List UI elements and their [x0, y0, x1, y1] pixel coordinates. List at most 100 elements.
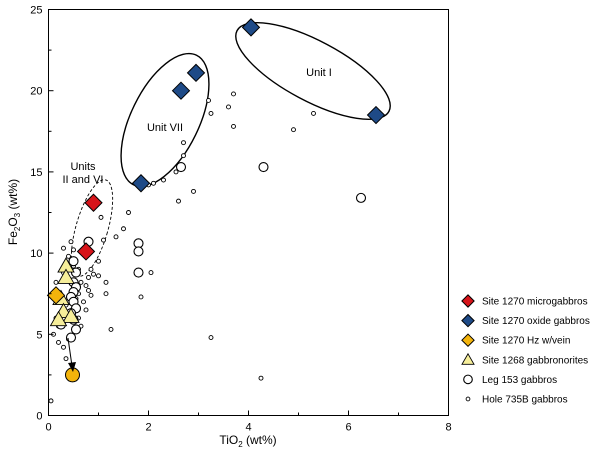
hole735b-point-25 — [91, 271, 96, 277]
leg153-point-7 — [68, 256, 79, 267]
y-tick-label-5: 25 — [30, 5, 42, 17]
y-tick-label-0: 0 — [36, 411, 42, 423]
legend-label-leg153: Leg 153 gabbros — [482, 375, 557, 386]
data-marks — [46, 18, 386, 404]
leg153-point-3 — [133, 267, 144, 278]
legend-item-microgabbro: Site 1270 microgabbros — [461, 294, 588, 308]
hz-vein-arrow — [67, 337, 76, 372]
hole735b-point-23 — [103, 291, 109, 297]
x-tick-label-2: 4 — [245, 422, 251, 434]
x-tick-label-1: 2 — [145, 422, 151, 434]
y-axis-title: Fe2O3 (wt%) — [6, 179, 22, 245]
hole735b-point-26 — [86, 275, 91, 280]
unit-vii-ellipse — [120, 52, 210, 188]
hole735b-point-4 — [231, 123, 236, 129]
y-tick-label-3: 15 — [30, 167, 42, 179]
legend-item-leg153: Leg 153 gabbros — [463, 374, 557, 386]
y-tick-label-2: 10 — [30, 248, 42, 260]
hole735b-point-20 — [96, 258, 101, 264]
series-microgabbro — [76, 193, 103, 261]
legend-item-oxide: Site 1270 oxide gabbros — [461, 313, 590, 328]
hole735b-point-27 — [83, 283, 89, 289]
hole735b-point-50 — [63, 356, 69, 362]
legend-label-gabbronorite: Site 1268 gabbronorites — [482, 355, 588, 366]
leg153-point-5 — [258, 161, 269, 173]
hole735b-point-1 — [208, 110, 214, 116]
annotation-ii-and-vi: II and VI — [63, 174, 104, 186]
hole735b-point-24 — [96, 273, 101, 279]
x-tick-label-3: 6 — [345, 422, 351, 434]
hole735b-point-29 — [78, 279, 84, 285]
oxide-point-2 — [186, 63, 206, 83]
legend-label-hole735b: Hole 735B gabbros — [482, 395, 568, 406]
x-axis-ticks: 0 2 4 6 8 — [45, 410, 452, 434]
hole735b-point-54 — [108, 326, 114, 332]
hole735b-point-6 — [311, 110, 316, 116]
hole735b-point-22 — [103, 279, 109, 285]
hole735b-point-32 — [81, 299, 86, 305]
hole735b-point-5 — [291, 127, 296, 133]
hzvein-point-0 — [46, 286, 66, 305]
hole735b-point-16 — [121, 226, 126, 232]
hole735b-point-36 — [61, 245, 66, 251]
hole735b-point-15 — [126, 210, 131, 215]
hole735b-point-55 — [208, 335, 214, 340]
hole735b-point-12 — [176, 198, 181, 204]
gabbronorite-point-5 — [49, 310, 68, 327]
x-tick-label-0: 0 — [45, 422, 51, 434]
hole735b-point-2 — [231, 91, 236, 97]
leg153-point-2 — [133, 246, 144, 257]
legend-item-hole735b: Hole 735B gabbros — [465, 395, 568, 406]
leg153-point-19 — [65, 332, 77, 343]
microgabbro-point-0 — [84, 193, 103, 212]
gabbronorite-point-4 — [62, 307, 80, 323]
legend-item-hzvein: Site 1270 Hz w/vein — [461, 333, 570, 348]
unit-ellipses — [70, 22, 391, 277]
leg153-point-6 — [355, 192, 367, 203]
microgabbro-point-1 — [76, 242, 96, 261]
legend-label-oxide: Site 1270 oxide gabbros — [482, 316, 590, 327]
hole735b-point-18 — [98, 214, 104, 220]
leg153-point-8 — [70, 267, 82, 278]
hole735b-point-53 — [148, 270, 154, 276]
hole735b-point-57 — [83, 307, 89, 313]
oxide-point-3 — [171, 81, 191, 100]
hole735b-point-9 — [173, 169, 179, 175]
annotation-unit-vii: Unit VII — [147, 122, 183, 134]
hole735b-point-51 — [48, 398, 54, 404]
annotation-unit-i: Unit I — [306, 67, 332, 79]
hole735b-point-21 — [88, 266, 94, 272]
legend-marker-hole735b — [465, 396, 471, 402]
hole735b-point-34 — [71, 247, 76, 253]
hole735b-point-35 — [68, 239, 74, 245]
legend-label-microgabbro: Site 1270 microgabbros — [482, 297, 588, 308]
hole735b-point-10 — [161, 177, 166, 183]
hole735b-point-41 — [53, 279, 59, 285]
gabbronorite-point-1 — [57, 268, 75, 284]
x-axis-title: TiO2 (wt%) — [219, 433, 276, 449]
y-tick-label-1: 5 — [36, 329, 42, 341]
unit-i-ellipse — [235, 22, 391, 120]
legend: Site 1270 microgabbros Site 1270 oxide ga… — [461, 294, 590, 406]
series-leg153 — [55, 161, 367, 343]
leg153-point-18 — [70, 324, 82, 335]
hole735b-point-37 — [66, 253, 71, 259]
oxide-point-4 — [131, 174, 151, 193]
legend-label-hzvein: Site 1270 Hz w/vein — [482, 336, 570, 347]
hole735b-point-19 — [113, 234, 119, 240]
series-oxide — [131, 18, 386, 193]
legend-marker-oxide — [461, 313, 475, 328]
hole735b-point-8 — [181, 153, 186, 159]
plot-frame — [48, 9, 449, 416]
series-hzvein — [46, 286, 66, 305]
hole735b-point-17 — [101, 237, 106, 243]
y-tick-label-4: 20 — [30, 86, 42, 98]
legend-marker-gabbronorite — [461, 352, 475, 365]
hole735b-point-11 — [151, 180, 156, 186]
oxide-point-0 — [241, 18, 261, 37]
hole735b-point-7 — [181, 140, 186, 146]
oxide-point-1 — [366, 105, 386, 125]
hole735b-point-48 — [61, 344, 66, 350]
legend-marker-hzvein — [461, 333, 475, 348]
